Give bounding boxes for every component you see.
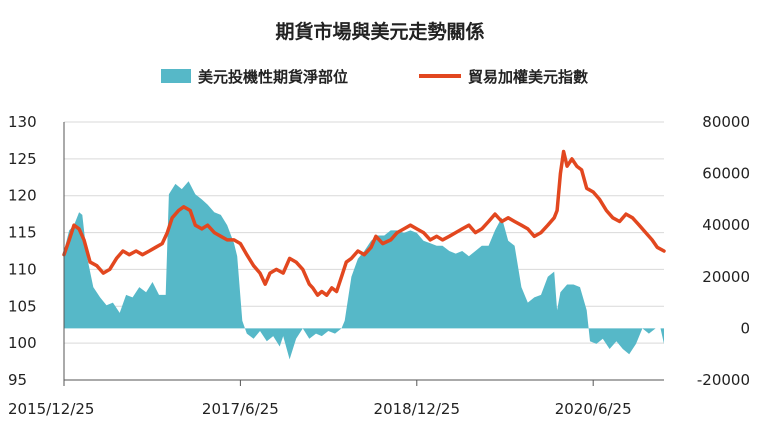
- left-tick-label: 105: [8, 297, 37, 315]
- right-tick-label: 60000: [702, 165, 750, 183]
- left-tick-label: 115: [8, 224, 37, 242]
- right-tick-label: -20000: [697, 371, 750, 389]
- right-tick-label: 40000: [702, 216, 750, 234]
- legend-swatch-area: [161, 69, 191, 83]
- left-tick-label: 130: [8, 113, 37, 131]
- x-axis-ticks: 2015/12/25 2017/6/25 2018/12/25 2020/6/25: [8, 380, 632, 418]
- legend-label-dollar-index: 貿易加權美元指數: [468, 68, 588, 86]
- left-tick-label: 95: [8, 371, 27, 389]
- right-tick-label: 80000: [702, 113, 750, 131]
- area-net-position: [64, 181, 664, 360]
- x-tick-label: 2018/12/25: [374, 400, 460, 418]
- line-dollar-index: [62, 149, 666, 297]
- left-tick-label: 110: [8, 260, 37, 278]
- chart-title: 期貨市場與美元走勢關係: [275, 20, 484, 43]
- legend-label-net-position: 美元投機性期貨淨部位: [198, 68, 348, 86]
- area-series: [64, 181, 664, 360]
- x-tick-label: 2017/6/25: [202, 400, 279, 418]
- line-series: [62, 149, 666, 297]
- right-axis-ticks: -20000 0 20000 40000 60000 80000: [697, 113, 750, 389]
- right-tick-label: 20000: [702, 268, 750, 286]
- legend-swatch-line: [419, 74, 461, 78]
- left-axis-ticks: 95 100 105 110 115 120 125 130: [8, 113, 37, 389]
- left-tick-label: 125: [8, 150, 37, 168]
- x-tick-label: 2020/6/25: [555, 400, 632, 418]
- axes: [63, 122, 664, 381]
- left-tick-label: 120: [8, 187, 37, 205]
- legend: 美元投機性期貨淨部位 貿易加權美元指數: [161, 68, 588, 86]
- left-tick-label: 100: [8, 334, 37, 352]
- right-tick-label: 0: [740, 319, 750, 337]
- x-tick-label: 2015/12/25: [8, 400, 94, 418]
